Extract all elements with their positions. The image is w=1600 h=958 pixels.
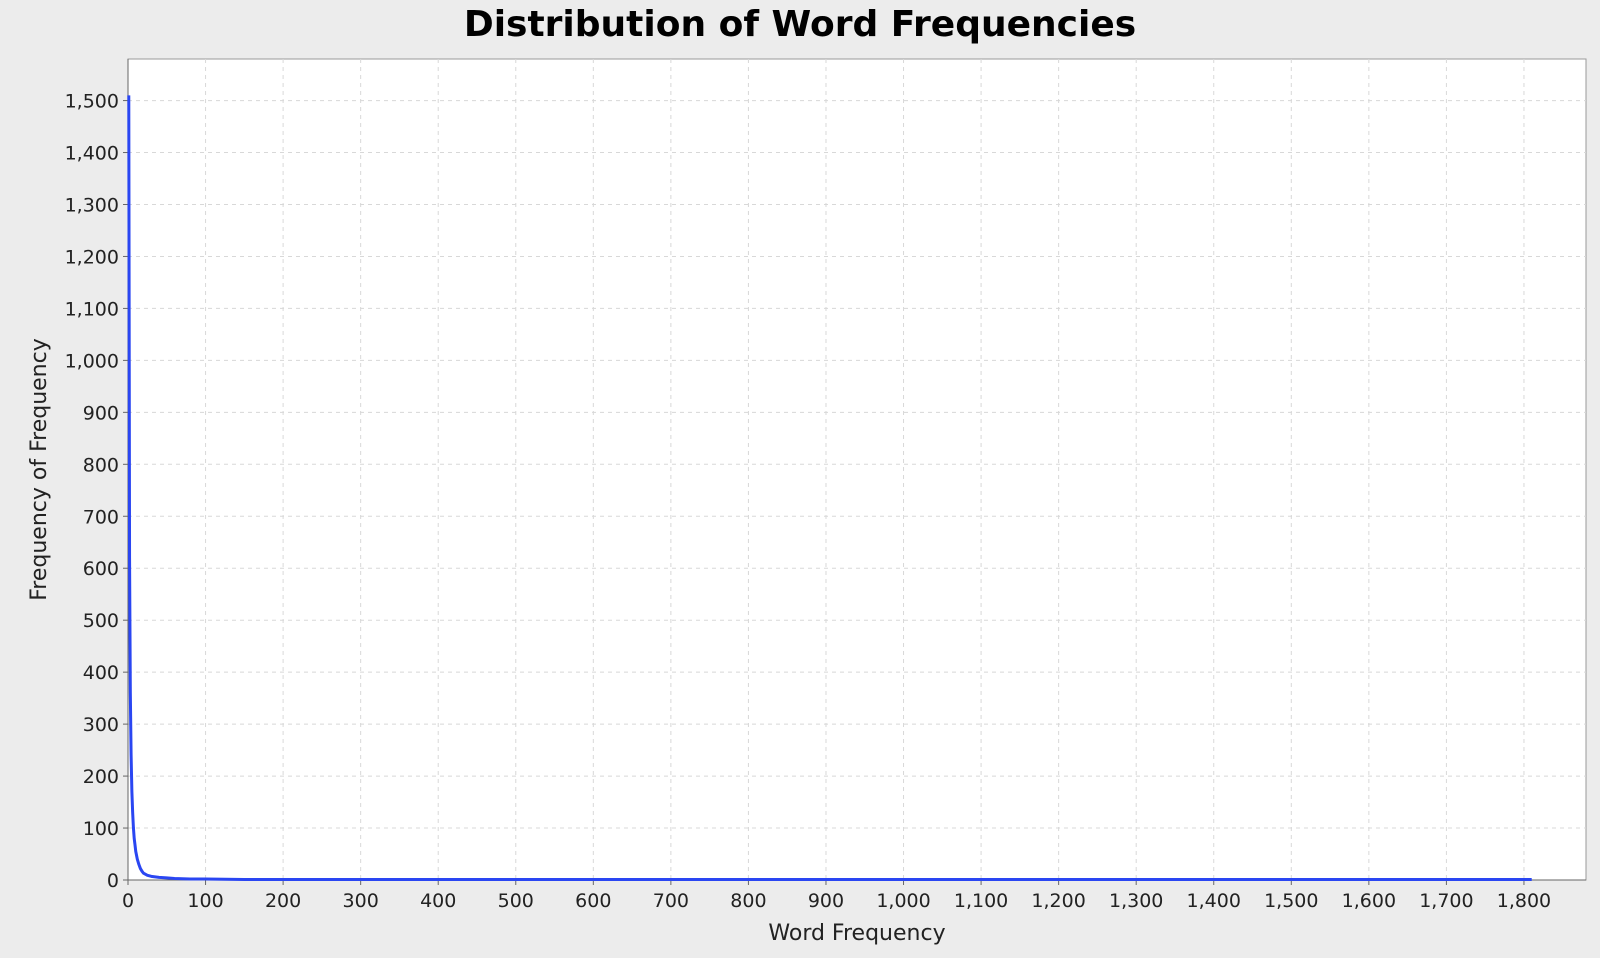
y-tick-label-15: 1,500 — [65, 91, 119, 113]
plot-area — [127, 58, 1587, 881]
x-tick-label-13: 1,300 — [1109, 890, 1163, 912]
x-tick-label-5: 500 — [498, 890, 534, 912]
x-tick-label-12: 1,200 — [1031, 890, 1085, 912]
series-line-0 — [127, 95, 1532, 881]
y-tick-label-8: 800 — [83, 454, 119, 476]
x-tick-label-1: 100 — [187, 890, 223, 912]
y-tick-label-7: 700 — [83, 506, 119, 528]
y-tick-label-4: 400 — [83, 662, 119, 684]
y-tick-label-14: 1,400 — [65, 143, 119, 165]
x-tick-label-10: 1,000 — [876, 890, 930, 912]
x-tick-label-16: 1,600 — [1342, 890, 1396, 912]
x-tick-label-4: 400 — [420, 890, 456, 912]
y-tick-label-0: 0 — [107, 870, 119, 892]
x-axis-label: Word Frequency — [768, 921, 945, 946]
y-tick-label-3: 300 — [83, 714, 119, 736]
x-tick-label-18: 1,800 — [1497, 890, 1551, 912]
y-tick-label-11: 1,100 — [65, 298, 119, 320]
x-tick-label-15: 1,500 — [1264, 890, 1318, 912]
x-tick-label-14: 1,400 — [1187, 890, 1241, 912]
y-tick-label-10: 1,000 — [65, 350, 119, 372]
y-tick-label-5: 500 — [83, 610, 119, 632]
y-tick-label-13: 1,300 — [65, 194, 119, 216]
y-axis-label: Frequency of Frequency — [27, 338, 52, 601]
x-tick-label-3: 300 — [343, 890, 379, 912]
chart-title: Distribution of Word Frequencies — [463, 4, 1137, 45]
x-tick-label-11: 1,100 — [954, 890, 1008, 912]
x-tick-label-9: 900 — [808, 890, 844, 912]
y-tick-label-2: 200 — [83, 766, 119, 788]
y-tick-label-9: 900 — [83, 402, 119, 424]
x-tick-label-6: 600 — [575, 890, 611, 912]
y-tick-label-12: 1,200 — [65, 246, 119, 268]
y-tick-label-1: 100 — [83, 818, 119, 840]
x-tick-label-7: 700 — [653, 890, 689, 912]
x-tick-label-0: 0 — [122, 890, 134, 912]
y-tick-label-6: 600 — [83, 558, 119, 580]
x-tick-label-17: 1,700 — [1419, 890, 1473, 912]
x-tick-label-2: 200 — [265, 890, 301, 912]
x-tick-label-8: 800 — [730, 890, 766, 912]
